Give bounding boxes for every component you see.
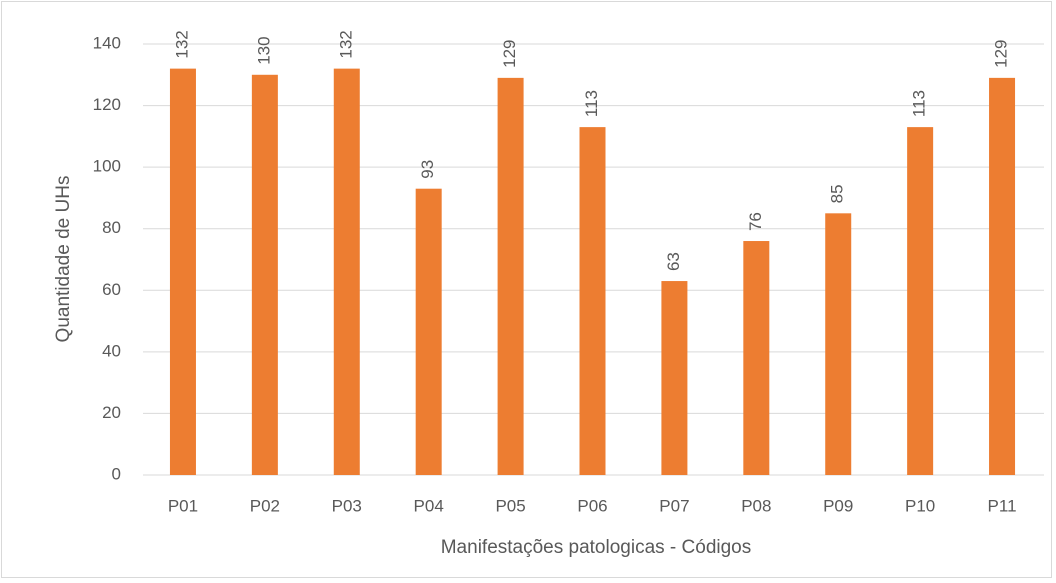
bar — [661, 281, 688, 475]
data-label: 129 — [500, 39, 519, 67]
x-tick-label: P03 — [332, 496, 362, 515]
x-tick-label: P06 — [577, 496, 607, 515]
bar — [415, 188, 442, 475]
y-axis-title: Quantidade de UHs — [53, 176, 74, 343]
bar — [251, 74, 278, 476]
data-label: 113 — [910, 90, 929, 117]
x-tick-label: P11 — [988, 496, 1017, 515]
data-label: 132 — [336, 30, 355, 58]
x-tick-label: P07 — [659, 496, 689, 515]
data-label: 130 — [254, 36, 273, 64]
data-label: 63 — [664, 252, 683, 271]
y-tick-label: 60 — [102, 280, 121, 299]
y-tick-label: 0 — [112, 464, 121, 483]
bar — [743, 241, 770, 475]
x-tick-label: P02 — [250, 496, 280, 515]
bar — [333, 68, 360, 475]
data-label: 85 — [828, 184, 847, 203]
bar — [169, 68, 196, 475]
data-label: 93 — [418, 160, 437, 179]
y-tick-label: 40 — [102, 341, 121, 360]
bar — [989, 77, 1016, 475]
x-axis-title: Manifestações patologicas - Códigos — [441, 537, 752, 558]
x-tick-label: P04 — [414, 496, 444, 515]
x-tick-label: P05 — [495, 496, 525, 515]
bar — [497, 77, 524, 475]
y-tick-label: 100 — [93, 157, 121, 176]
y-tick-label: 140 — [93, 33, 121, 52]
bar — [825, 213, 852, 476]
x-tick-label: P08 — [741, 496, 771, 515]
x-tick-label: P01 — [168, 496, 198, 515]
data-label: 129 — [992, 39, 1011, 67]
y-tick-label: 80 — [102, 218, 121, 237]
data-label: 132 — [172, 30, 191, 58]
y-tick-label: 20 — [102, 403, 121, 422]
bar — [579, 127, 606, 475]
y-tick-label: 120 — [93, 95, 121, 114]
bar — [907, 127, 934, 475]
data-label: 113 — [582, 90, 601, 117]
data-label: 76 — [746, 212, 765, 231]
x-tick-label: P09 — [823, 496, 853, 515]
x-tick-label: P10 — [905, 496, 935, 515]
